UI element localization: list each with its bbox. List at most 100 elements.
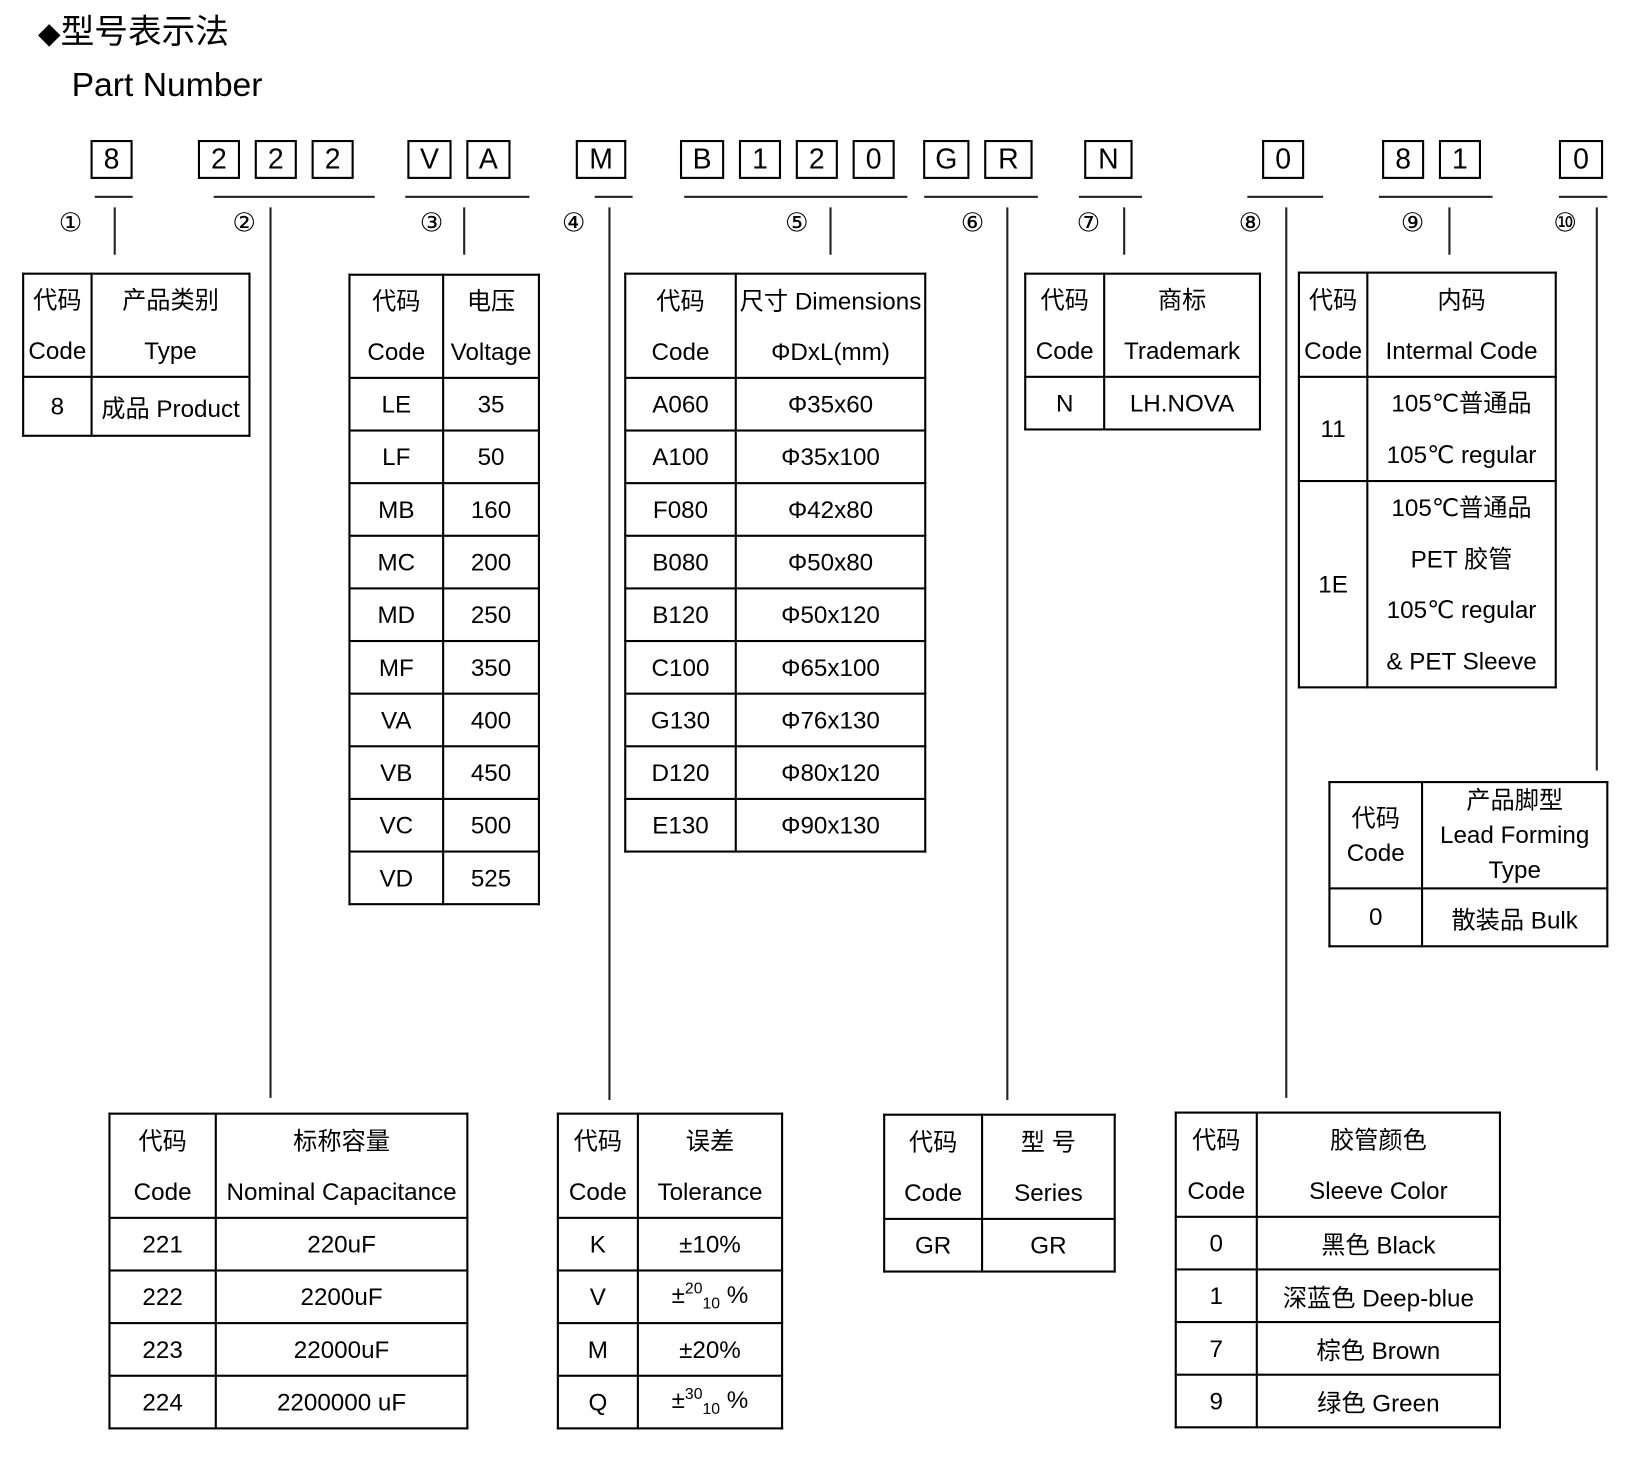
tolerance-prefix: ± xyxy=(671,1281,685,1309)
header-text: 代码 xyxy=(573,1126,623,1155)
code-cell: A060 xyxy=(624,376,737,432)
header-cell: 内码 Intermal Code xyxy=(1366,271,1557,378)
group-underline xyxy=(594,195,633,198)
value-cell: 450 xyxy=(442,745,540,800)
table-row: A100 Φ35x100 xyxy=(624,429,927,485)
cell-text: Φ50x120 xyxy=(781,600,880,628)
cell-text: N xyxy=(1055,388,1074,417)
value-cell: ±2010 % xyxy=(636,1269,784,1325)
table-header-row: 代码 Code 胶管颜色 Sleeve Color xyxy=(1174,1111,1502,1218)
cell-text: VB xyxy=(380,758,413,786)
table-tolerance: 代码 Code 误差 Tolerance K ±10% V ±2010 % M ±20% Q ±301… xyxy=(556,1112,784,1430)
group-underline xyxy=(684,195,908,198)
table-row: VD 525 xyxy=(348,850,540,906)
code-cell: 1E xyxy=(1297,479,1369,689)
part-char-box: 2 xyxy=(795,139,838,179)
cell-text: 160 xyxy=(470,495,512,523)
title-zh: 型号表示法 xyxy=(60,12,230,51)
value-cell: 2200000 uF xyxy=(214,1374,469,1430)
header-text: 代码 xyxy=(372,287,421,315)
code-cell: N xyxy=(1024,375,1106,431)
header-text: 商标 xyxy=(1157,286,1207,314)
code-cell: G130 xyxy=(624,692,737,748)
table-row: B120 Φ50x120 xyxy=(624,587,927,643)
cell-text: F080 xyxy=(652,495,709,523)
table-row: LE 35 xyxy=(348,376,540,432)
code-cell: MD xyxy=(348,587,445,643)
header-text: Code xyxy=(28,336,87,365)
table-row: N LH.NOVA xyxy=(1024,375,1262,431)
table-row: GR GR xyxy=(883,1217,1116,1273)
position-marker: ③ xyxy=(419,207,444,238)
value-cell: LH.NOVA xyxy=(1103,375,1262,431)
cell-text: Φ35x60 xyxy=(787,389,874,418)
code-cell: 221 xyxy=(108,1216,217,1272)
header-text: 产品脚型 xyxy=(1466,786,1564,814)
header-text: ΦDxL(mm) xyxy=(771,337,890,365)
cell-text: 350 xyxy=(470,653,512,681)
table-row: M ±20% xyxy=(556,1322,784,1377)
header-cell: 电压 Voltage xyxy=(442,273,540,379)
value-cell: GR xyxy=(981,1217,1116,1273)
cell-text: Φ42x80 xyxy=(787,495,874,523)
cell-text: LH.NOVA xyxy=(1129,388,1235,417)
header-text: Code xyxy=(904,1178,963,1206)
header-text: Trademark xyxy=(1123,336,1241,365)
header-text: Sleeve Color xyxy=(1309,1176,1448,1204)
cell-text: Φ80x120 xyxy=(781,758,880,786)
cell-text: 2200000 uF xyxy=(276,1387,407,1416)
value-cell: 棕色 Brown xyxy=(1255,1321,1502,1376)
section-title: ◆型号表示法 xyxy=(38,13,229,53)
table-row: 1 深蓝色 Deep-blue xyxy=(1174,1268,1502,1324)
connector-line xyxy=(463,207,466,255)
table-row: C100 Φ65x100 xyxy=(624,639,927,695)
header-text: Code xyxy=(367,337,426,366)
connector-line xyxy=(829,207,832,255)
cell-text: Φ65x100 xyxy=(781,653,880,681)
cell-text: 400 xyxy=(470,705,512,734)
cell-text: 220uF xyxy=(307,1229,376,1258)
cell-text: 525 xyxy=(470,863,512,892)
cell-text: 黑色 Black xyxy=(1321,1231,1436,1259)
header-cell: 误差 Tolerance xyxy=(636,1112,784,1219)
cell-text: B120 xyxy=(652,600,709,628)
header-cell: 标称容量 Nominal Capacitance xyxy=(214,1112,469,1219)
group-underline xyxy=(94,195,133,198)
table-product-type: 代码 Code 产品类别 Type 8 成品 Product xyxy=(22,272,251,437)
header-text: Intermal Code xyxy=(1385,336,1538,364)
header-text: Code xyxy=(568,1177,627,1205)
cell-text: 35 xyxy=(477,389,505,418)
value-line: PET 胶管 xyxy=(1410,544,1513,573)
value-cell: 2200uF xyxy=(214,1269,469,1325)
group-underline xyxy=(405,195,530,198)
header-text: 误差 xyxy=(685,1126,735,1155)
group-underline xyxy=(924,195,1038,198)
cell-text: 450 xyxy=(470,758,512,786)
value-line: 105℃ regular xyxy=(1386,440,1537,468)
table-header-row: 代码 Code 产品类别 Type xyxy=(22,272,251,378)
cell-text: E130 xyxy=(652,811,709,839)
value-cell: 105℃普通品 105℃ regular xyxy=(1366,375,1557,483)
value-line: 105℃普通品 xyxy=(1391,389,1532,417)
table-row: K ±10% xyxy=(556,1216,784,1272)
header-cell: 代码 Code xyxy=(348,273,445,379)
cell-text: 11 xyxy=(1320,414,1346,443)
code-cell: F080 xyxy=(624,482,737,537)
table-row: F080 Φ42x80 xyxy=(624,482,927,537)
table-sleeve-color: 代码 Code 胶管颜色 Sleeve Color 0 黑色 Black 1 深蓝色 Deep… xyxy=(1174,1111,1502,1429)
cell-text: ±20% xyxy=(679,1335,741,1363)
table-row: V ±2010 % xyxy=(556,1269,784,1325)
table-header-row: 代码 Code 误差 Tolerance xyxy=(556,1112,784,1219)
part-char-box: 0 xyxy=(852,139,895,179)
value-cell: 105℃普通品 PET 胶管 105℃ regular & PET Sleeve xyxy=(1366,479,1557,689)
value-line: 105℃普通品 xyxy=(1391,493,1532,522)
tolerance-upper: 20 xyxy=(684,1280,703,1299)
part-char-box: 2 xyxy=(311,139,354,179)
value-cell: 黑色 Black xyxy=(1255,1215,1502,1271)
table-internal-code: 代码 Code 内码 Intermal Code 11 105℃普通品 105℃ regul… xyxy=(1297,271,1557,689)
tolerance-suffix: % xyxy=(720,1386,749,1414)
table-row: 8 成品 Product xyxy=(22,375,251,437)
cell-text: LE xyxy=(381,389,412,418)
table-row: VB 450 xyxy=(348,745,540,800)
